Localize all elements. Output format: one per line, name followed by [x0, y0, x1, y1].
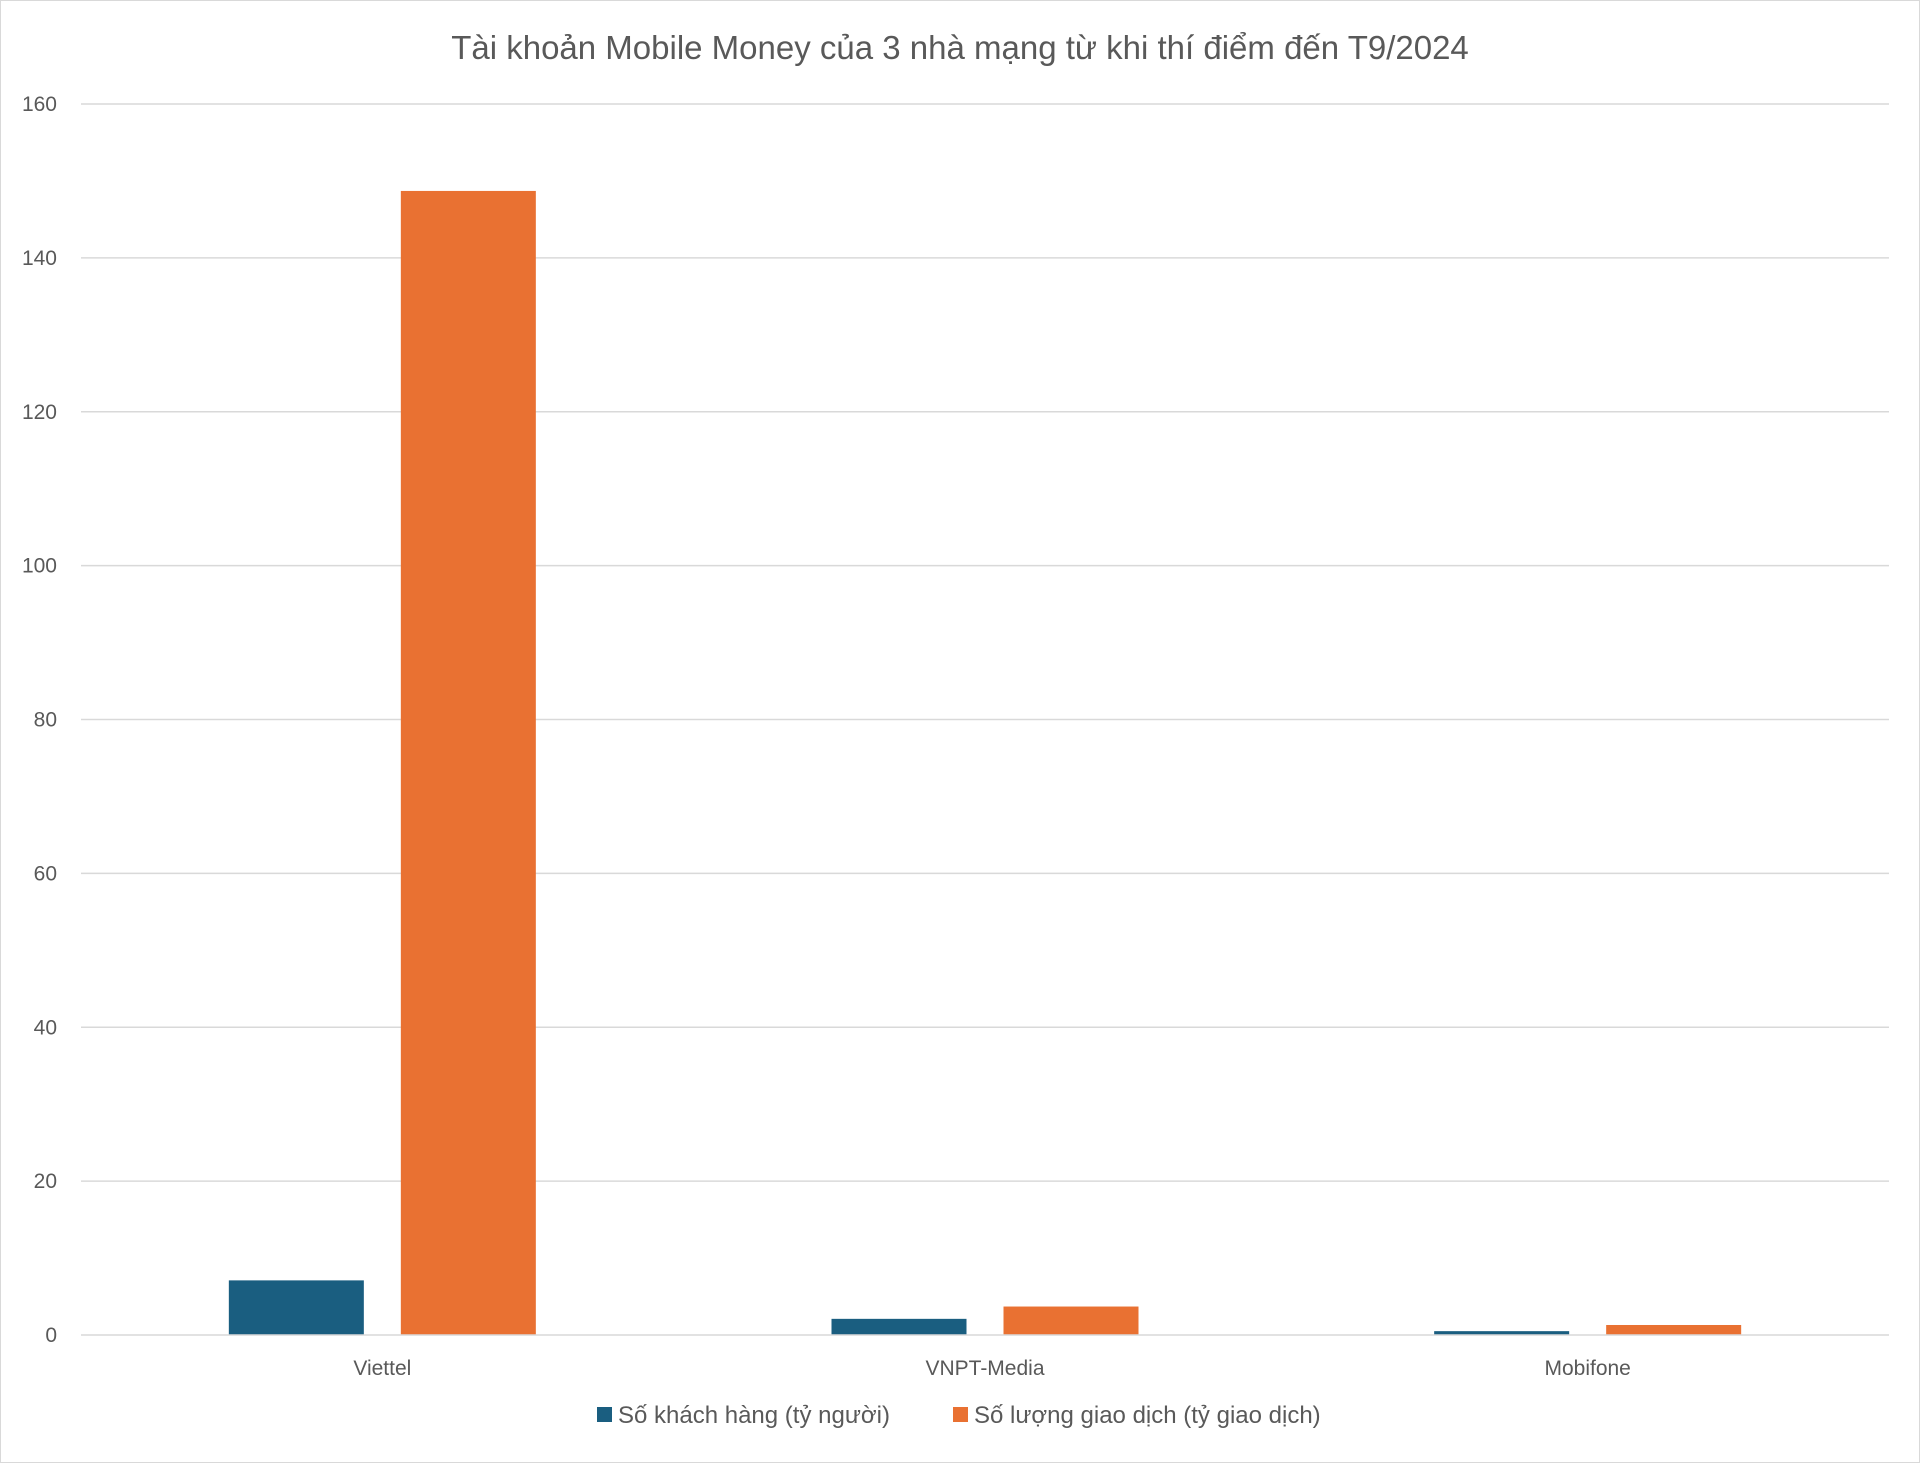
bar-vnpt-media-series-2 — [1003, 1306, 1139, 1335]
x-tick-label: VNPT-Media — [925, 1357, 1044, 1380]
x-tick-label: Viettel — [353, 1357, 411, 1380]
bar-mobifone-series-1 — [1434, 1331, 1570, 1335]
chart-title: Tài khoản Mobile Money của 3 nhà mạng từ… — [451, 29, 1469, 66]
gridlines — [81, 103, 1889, 1182]
x-axis-ticks: Viettel VNPT-Media Mobifone — [353, 1357, 1631, 1380]
y-tick-label: 160 — [22, 93, 57, 116]
x-tick-label: Mobifone — [1544, 1357, 1630, 1380]
legend-swatch — [597, 1407, 612, 1422]
y-tick-label: 0 — [45, 1324, 57, 1347]
bar-vnpt-media-series-1 — [831, 1318, 967, 1335]
bar-viettel-series-1 — [228, 1280, 364, 1335]
legend-swatch — [953, 1407, 968, 1422]
bar-mobifone-series-2 — [1606, 1324, 1742, 1335]
legend-label: Số lượng giao dịch (tỷ giao dịch) — [974, 1402, 1321, 1429]
y-tick-label: 100 — [22, 555, 57, 578]
bars — [228, 190, 1742, 1336]
y-tick-label: 120 — [22, 401, 57, 424]
y-tick-label: 20 — [34, 1170, 57, 1193]
y-tick-label: 40 — [34, 1016, 57, 1039]
bar-viettel-series-2 — [400, 190, 536, 1336]
y-tick-label: 140 — [22, 247, 57, 270]
legend-label: Số khách hàng (tỷ người) — [618, 1402, 890, 1429]
y-axis-ticks: 0 20 40 60 80 100 120 140 160 — [22, 93, 57, 1347]
y-tick-label: 80 — [34, 709, 57, 732]
legend: Số khách hàng (tỷ người) Số lượng giao dị… — [597, 1402, 1321, 1429]
y-tick-label: 60 — [34, 862, 57, 885]
